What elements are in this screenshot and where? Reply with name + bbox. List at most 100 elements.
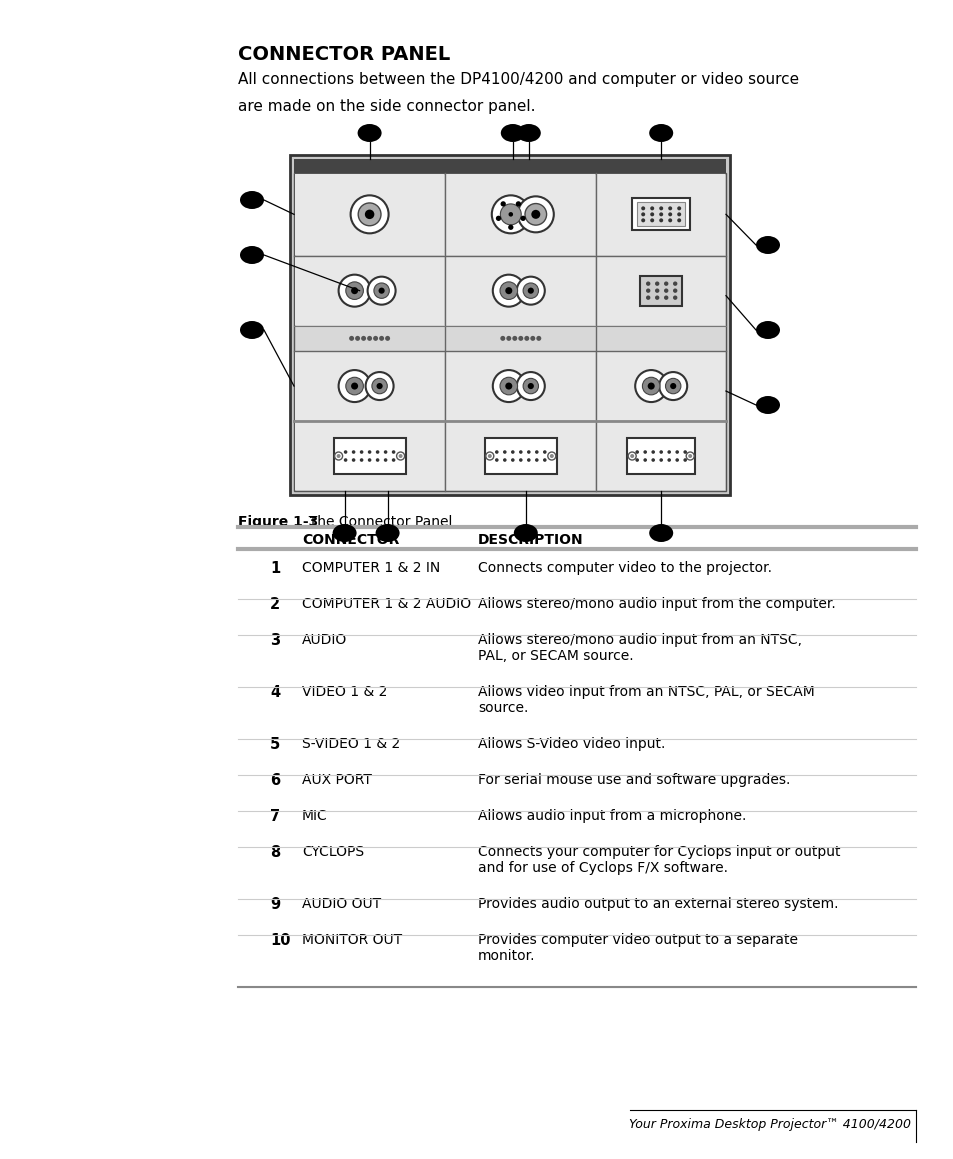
- Circle shape: [385, 336, 390, 341]
- Circle shape: [672, 289, 677, 293]
- Circle shape: [351, 196, 388, 233]
- Bar: [637, 203, 684, 226]
- Circle shape: [512, 336, 517, 341]
- Circle shape: [357, 203, 380, 226]
- Circle shape: [352, 450, 355, 454]
- Circle shape: [675, 450, 679, 454]
- Ellipse shape: [649, 124, 673, 143]
- Circle shape: [502, 458, 506, 461]
- Circle shape: [659, 218, 662, 223]
- Bar: [597, 256, 724, 325]
- Circle shape: [505, 382, 512, 389]
- Ellipse shape: [755, 396, 780, 414]
- Circle shape: [493, 275, 524, 307]
- Text: 7: 7: [270, 809, 280, 824]
- Ellipse shape: [755, 321, 780, 338]
- Text: Connects your computer for Cyclops input or output
and for use of Cyclops F/X so: Connects your computer for Cyclops input…: [477, 845, 840, 875]
- Circle shape: [640, 212, 644, 217]
- Circle shape: [667, 218, 672, 223]
- Circle shape: [485, 452, 494, 460]
- Circle shape: [536, 336, 540, 341]
- Circle shape: [335, 452, 342, 460]
- Bar: [334, 438, 405, 474]
- Text: are made on the side connector panel.: are made on the side connector panel.: [237, 99, 535, 114]
- Circle shape: [376, 382, 382, 389]
- Circle shape: [508, 225, 513, 229]
- Text: All connections between the DP4100/4200 and computer or video source: All connections between the DP4100/4200 …: [237, 72, 799, 87]
- Circle shape: [345, 378, 363, 395]
- Ellipse shape: [649, 524, 673, 542]
- Circle shape: [368, 458, 371, 461]
- Bar: [597, 422, 724, 490]
- Circle shape: [351, 287, 357, 294]
- Circle shape: [506, 336, 511, 341]
- Circle shape: [659, 206, 662, 210]
- Circle shape: [392, 458, 395, 461]
- Bar: [639, 276, 681, 306]
- Circle shape: [685, 452, 694, 460]
- Circle shape: [650, 218, 654, 223]
- Circle shape: [345, 282, 363, 299]
- Text: CONNECTOR PANEL: CONNECTOR PANEL: [237, 45, 450, 64]
- Circle shape: [663, 296, 668, 300]
- Circle shape: [495, 458, 498, 461]
- Circle shape: [687, 454, 692, 458]
- Circle shape: [650, 212, 654, 217]
- Circle shape: [642, 450, 646, 454]
- Circle shape: [542, 458, 546, 461]
- Circle shape: [378, 336, 384, 341]
- Circle shape: [343, 450, 347, 454]
- Circle shape: [359, 450, 363, 454]
- Circle shape: [645, 296, 650, 300]
- Circle shape: [682, 458, 686, 461]
- Circle shape: [530, 336, 535, 341]
- Circle shape: [518, 458, 522, 461]
- Text: CYCLOPS: CYCLOPS: [302, 845, 364, 859]
- Circle shape: [647, 382, 654, 389]
- Circle shape: [672, 282, 677, 286]
- Circle shape: [659, 450, 662, 454]
- Circle shape: [338, 275, 370, 307]
- Text: MIC: MIC: [302, 809, 328, 823]
- Circle shape: [669, 382, 676, 389]
- Circle shape: [511, 450, 514, 454]
- Circle shape: [542, 450, 546, 454]
- Bar: [597, 352, 724, 420]
- Circle shape: [392, 450, 395, 454]
- Bar: [632, 198, 689, 231]
- Circle shape: [516, 202, 520, 206]
- Circle shape: [495, 450, 498, 454]
- Bar: [446, 352, 595, 420]
- Text: Connects computer video to the projector.: Connects computer video to the projector…: [477, 561, 771, 575]
- Circle shape: [500, 202, 505, 206]
- Text: 2: 2: [270, 597, 280, 612]
- Circle shape: [367, 336, 372, 341]
- Circle shape: [359, 458, 363, 461]
- Circle shape: [655, 282, 659, 286]
- Circle shape: [398, 454, 402, 458]
- Circle shape: [663, 282, 668, 286]
- Circle shape: [499, 378, 517, 395]
- Circle shape: [526, 458, 530, 461]
- Circle shape: [351, 382, 357, 389]
- Circle shape: [378, 287, 384, 293]
- Circle shape: [535, 450, 538, 454]
- Circle shape: [338, 370, 370, 402]
- Circle shape: [493, 370, 524, 402]
- Ellipse shape: [514, 524, 537, 542]
- Text: Provides audio output to an external stereo system.: Provides audio output to an external ste…: [477, 897, 838, 911]
- Ellipse shape: [333, 524, 356, 542]
- Circle shape: [667, 212, 672, 217]
- Text: 1: 1: [270, 561, 280, 576]
- Circle shape: [396, 452, 404, 460]
- Circle shape: [667, 458, 670, 461]
- Circle shape: [635, 458, 639, 461]
- Circle shape: [336, 454, 340, 458]
- Text: Allows video input from an NTSC, PAL, or SECAM
source.: Allows video input from an NTSC, PAL, or…: [477, 685, 814, 715]
- Text: 5: 5: [270, 737, 280, 752]
- Circle shape: [642, 458, 646, 461]
- Circle shape: [641, 378, 659, 395]
- Circle shape: [665, 378, 680, 394]
- Text: AUX PORT: AUX PORT: [302, 773, 372, 787]
- Bar: [484, 438, 557, 474]
